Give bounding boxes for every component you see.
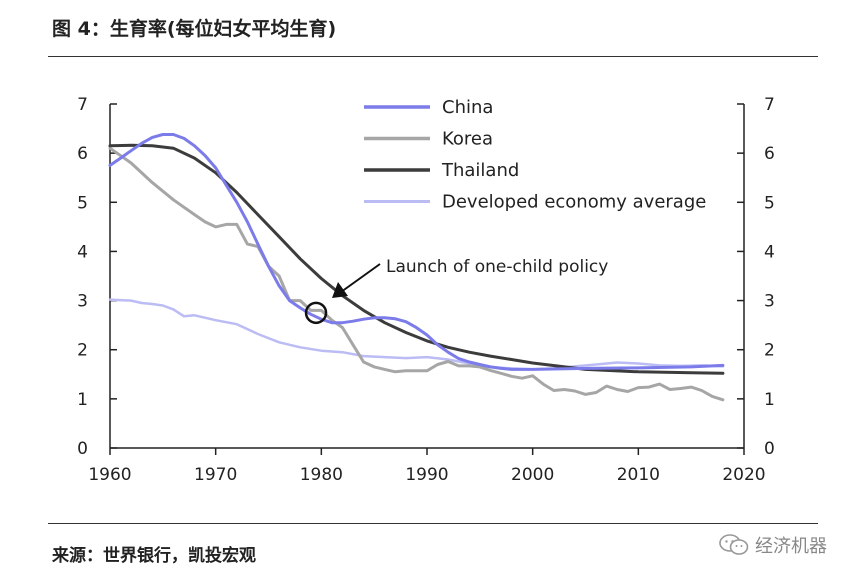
y-tick-label-right: 3 — [764, 292, 775, 312]
y-tick-left: 0 — [77, 439, 88, 459]
y-tick-left: 5 — [77, 193, 88, 213]
legend-item: Korea — [364, 129, 493, 150]
y-tick-label-left: 1 — [77, 390, 88, 410]
axes: 0 0 1 1 2 2 3 3 4 4 5 5 6 6 7 7 1960 1970 1980 1990 2000 2010… — [77, 95, 775, 485]
legend-item: Developed economy average — [364, 192, 706, 213]
y-tick-left: 4 — [77, 242, 88, 262]
y-tick-right: 6 — [764, 144, 775, 164]
series-line-thailand — [108, 143, 725, 375]
y-tick-left: 1 — [77, 390, 88, 410]
legend-item: Thailand — [364, 160, 519, 181]
annotation-label: Launch of one-child policy — [386, 257, 608, 277]
watermark: 经济机器 — [719, 532, 827, 558]
y-tick-label-left: 2 — [77, 341, 88, 361]
x-tick-label: 2000 — [511, 465, 554, 485]
y-tick-label-right: 5 — [764, 193, 775, 213]
legend: China Korea Thailand Developed economy aver… — [364, 97, 706, 213]
y-tick-left: 7 — [77, 95, 88, 115]
y-tick-left: 2 — [77, 341, 88, 361]
y-tick-right: 5 — [764, 193, 775, 213]
top-rule — [48, 56, 818, 57]
annotation-arrow-head — [332, 282, 348, 298]
y-tick-label-right: 1 — [764, 390, 775, 410]
x-tick-label: 1980 — [300, 465, 343, 485]
x-tick-label: 1990 — [405, 465, 448, 485]
x-tick: 2020 — [722, 465, 765, 485]
y-tick-label-right: 4 — [764, 242, 775, 262]
y-tick-right: 7 — [764, 95, 775, 115]
y-tick-label-right: 2 — [764, 341, 775, 361]
y-tick-right: 0 — [764, 439, 775, 459]
legend-label: China — [442, 97, 493, 118]
y-tick-right: 2 — [764, 341, 775, 361]
y-tick-left: 6 — [77, 144, 88, 164]
y-tick-label-left: 3 — [77, 292, 88, 312]
x-tick-label: 1970 — [194, 465, 237, 485]
legend-label: Developed economy average — [442, 192, 706, 213]
y-tick-label-right: 0 — [764, 439, 775, 459]
x-tick: 2000 — [511, 465, 554, 485]
watermark-text: 经济机器 — [755, 536, 827, 557]
x-tick: 1980 — [300, 465, 343, 485]
y-tick-label-right: 6 — [764, 144, 775, 164]
x-tick: 1990 — [405, 465, 448, 485]
y-tick-label-left: 0 — [77, 439, 88, 459]
series-line-developed-economy-average — [108, 298, 725, 371]
x-tick-label: 2010 — [617, 465, 660, 485]
annotation-circle — [304, 301, 328, 325]
x-tick: 1960 — [88, 465, 131, 485]
wechat-icon — [719, 534, 749, 555]
annotation: Launch of one-child policy — [304, 257, 608, 325]
series-line-china — [108, 133, 725, 371]
y-tick-label-left: 4 — [77, 242, 88, 262]
legend-label: Thailand — [441, 160, 519, 181]
y-tick-right: 4 — [764, 242, 775, 262]
series-lines — [108, 133, 725, 402]
y-tick-label-right: 7 — [764, 95, 775, 115]
series-line-korea — [108, 146, 725, 402]
legend-item: China — [364, 97, 493, 118]
x-tick-label: 2020 — [722, 465, 765, 485]
x-tick: 2010 — [617, 465, 660, 485]
y-tick-label-left: 5 — [77, 193, 88, 213]
y-tick-left: 3 — [77, 292, 88, 312]
y-tick-label-left: 7 — [77, 95, 88, 115]
figure-title: 图 4：生育率(每位妇女平均生育) — [52, 18, 337, 40]
bottom-rule — [48, 523, 818, 524]
x-tick-label: 1960 — [88, 465, 131, 485]
y-tick-right: 1 — [764, 390, 775, 410]
source-note: 来源：世界银行，凯投宏观 — [52, 546, 256, 566]
x-tick: 1970 — [194, 465, 237, 485]
annotation-arrow-shaft — [340, 263, 381, 293]
y-tick-label-left: 6 — [77, 144, 88, 164]
y-tick-right: 3 — [764, 292, 775, 312]
legend-label: Korea — [442, 129, 493, 150]
